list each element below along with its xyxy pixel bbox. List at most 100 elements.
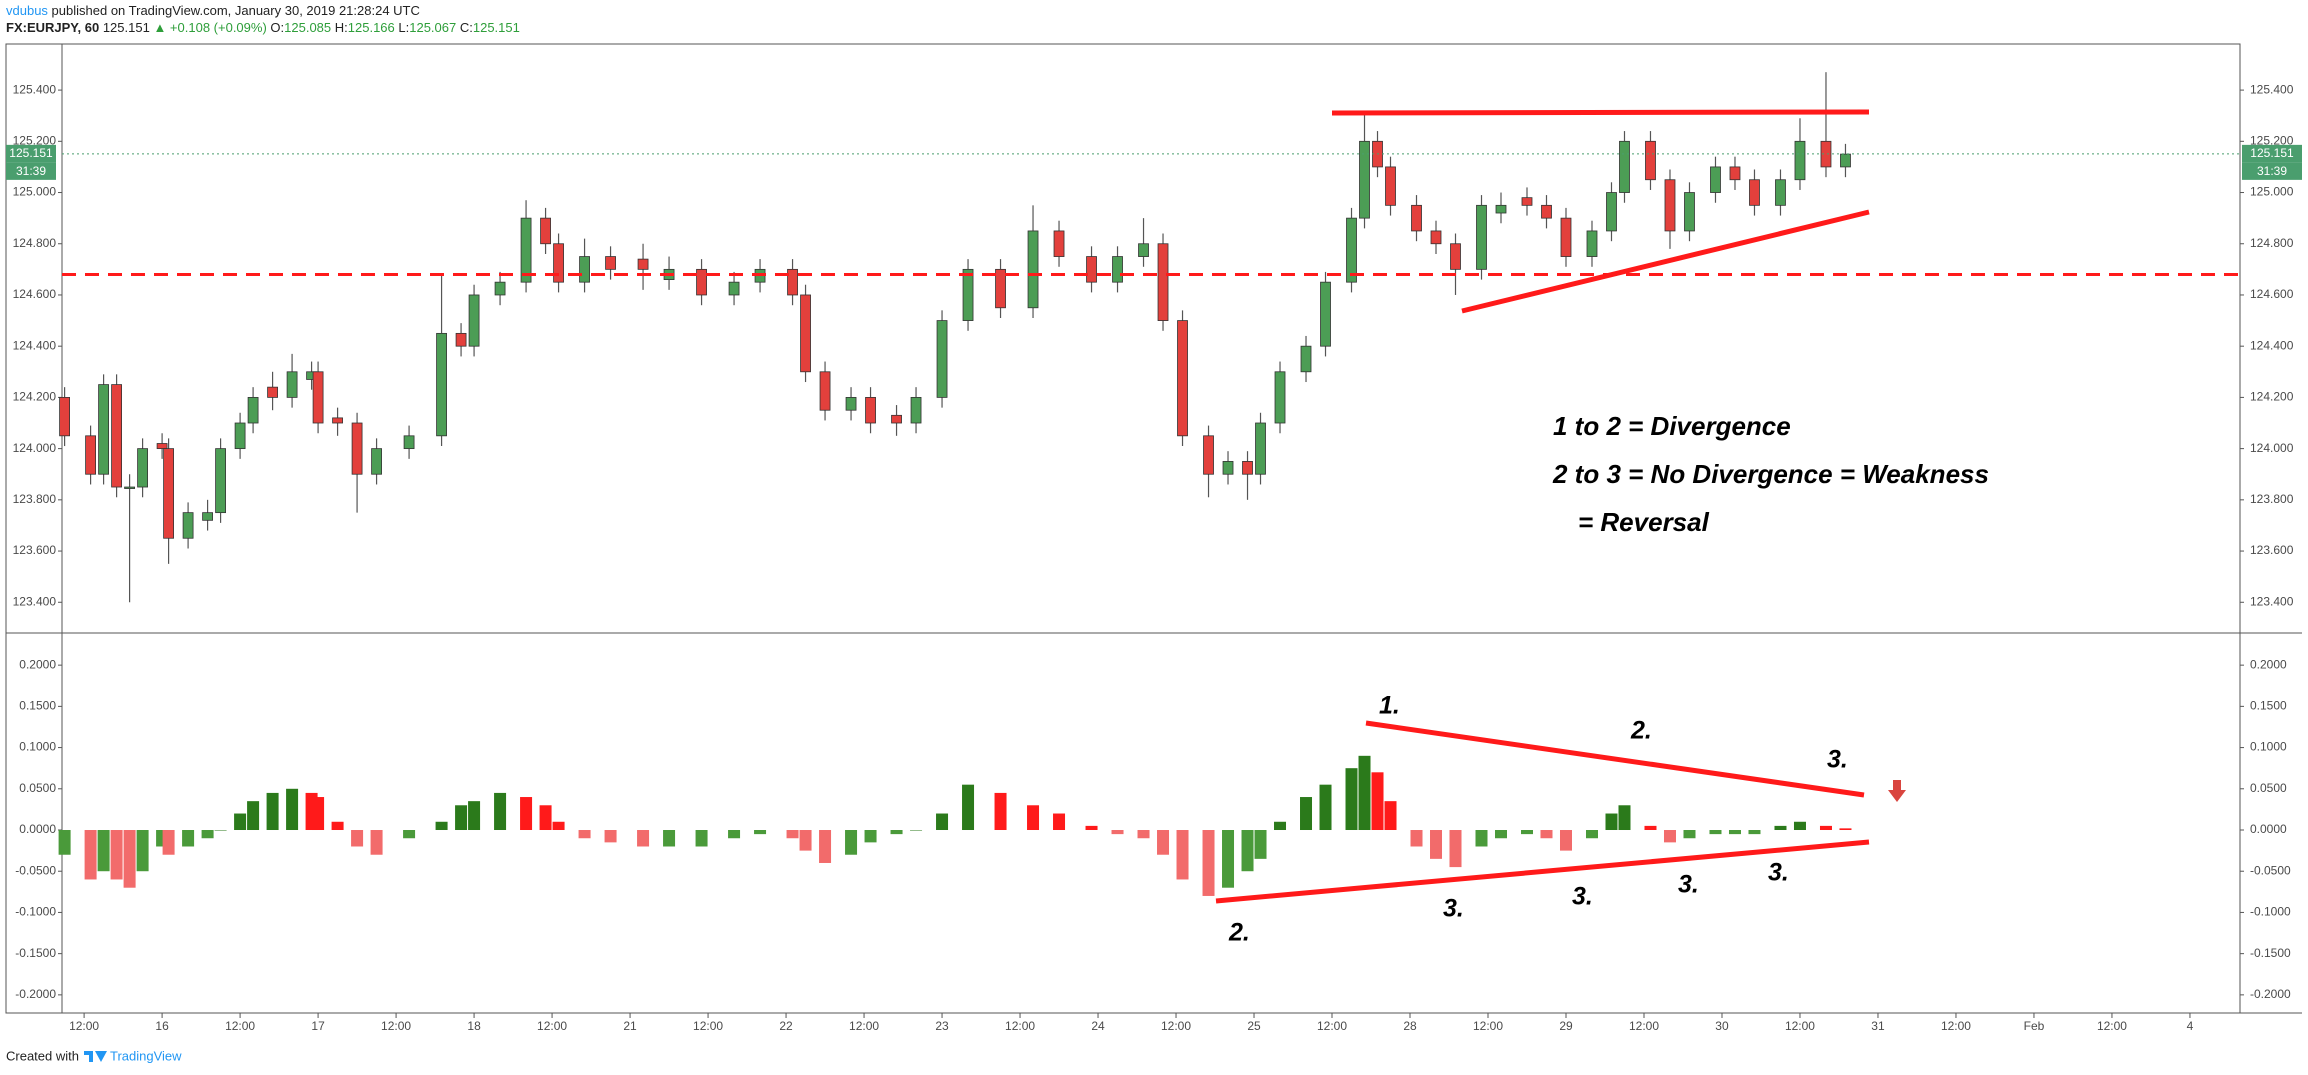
y-tick-label: 125.000: [13, 185, 57, 199]
histogram-bar: [962, 784, 975, 831]
histogram-bar: [1495, 830, 1508, 839]
countdown-label: 31:39: [16, 164, 46, 178]
y-tick-label: 124.400: [13, 338, 57, 352]
histogram-bottom-line[interactable]: [1215, 839, 1870, 904]
y-tick-label: 125.400: [2250, 82, 2294, 96]
candle-body: [1560, 217, 1572, 257]
footer-brand[interactable]: TradingView: [110, 1048, 182, 1063]
price-tag-label: 125.151: [9, 146, 53, 160]
down-arrow-icon[interactable]: [1888, 780, 1906, 802]
histogram-bar: [845, 830, 858, 855]
histogram-bar: [1748, 830, 1761, 835]
candle-body: [1222, 461, 1234, 475]
candle-body: [1749, 179, 1760, 206]
histogram-bar: [201, 830, 214, 839]
x-tick-label: 12:00: [1005, 1019, 1035, 1033]
candle-body: [403, 435, 415, 450]
candle-body: [1027, 230, 1039, 309]
histogram-bar: [97, 830, 110, 872]
y-tick-label: 123.800: [13, 492, 57, 506]
y-tick-label: -0.1000: [15, 905, 56, 919]
y-tick-label: 123.600: [2250, 543, 2294, 557]
candle-body: [1320, 281, 1331, 347]
candle-body: [156, 443, 168, 450]
resistance-line[interactable]: [1331, 109, 1870, 116]
histogram-bar: [799, 830, 812, 851]
ohlc-label: C:: [460, 20, 473, 35]
ohlc-label: O:: [270, 20, 284, 35]
ohlc-value: 125.151: [473, 20, 520, 35]
y-tick-label: -0.2000: [2250, 987, 2291, 1001]
rising-trend-line[interactable]: [1461, 209, 1870, 314]
candle-body: [371, 448, 382, 475]
ohlc-value: 125.085: [284, 20, 331, 35]
y-tick-label: -0.1500: [2250, 946, 2291, 960]
histogram-bar: [1300, 797, 1313, 831]
histogram-bar: [890, 830, 903, 835]
histogram-bar: [468, 801, 481, 831]
x-tick-label: 22: [779, 1019, 793, 1033]
candle-body: [891, 414, 902, 424]
countdown-label: 31:39: [2257, 164, 2287, 178]
histogram-bar: [1430, 830, 1443, 859]
frame: [5, 43, 2241, 1014]
author[interactable]: vdubus: [6, 3, 48, 18]
histogram-bar: [910, 830, 923, 831]
candle-body: [1495, 204, 1507, 214]
histogram-bar: [1254, 830, 1267, 859]
histogram-bar: [351, 830, 364, 847]
candle-body: [1346, 217, 1357, 283]
label: 3.: [1678, 871, 1699, 899]
candle-body: [455, 332, 467, 347]
candle-body: [163, 448, 174, 539]
candle-body: [1112, 256, 1123, 283]
candle-body: [865, 396, 876, 424]
x-tick-label: 25: [1247, 1019, 1261, 1033]
histogram-top-line[interactable]: [1365, 720, 1865, 798]
label: 2.: [1630, 717, 1652, 745]
price-tag: [2242, 144, 2302, 163]
y-tick-label: 125.000: [2250, 185, 2294, 199]
candle-body: [962, 268, 974, 321]
histogram-bar: [1384, 801, 1397, 831]
y-tick-label: 0.0500: [19, 781, 56, 795]
candle-body: [234, 422, 246, 450]
histogram-bar: [1319, 784, 1332, 831]
histogram-bar: [1520, 830, 1533, 835]
tradingview-logo[interactable]: [84, 1051, 107, 1062]
price: 125.151: [103, 20, 150, 35]
y-tick-label: 125.200: [2250, 133, 2294, 147]
histogram-bar: [1202, 830, 1215, 896]
candle-body: [1820, 140, 1832, 168]
histogram-bar: [435, 821, 448, 831]
x-tick-label: 28: [1403, 1019, 1417, 1033]
y-tick-label: 0.1000: [2250, 740, 2287, 754]
histogram-bar: [312, 797, 325, 831]
candle-body: [1138, 243, 1149, 257]
histogram-bar: [1793, 821, 1806, 831]
y-tick-label: 0.0500: [2250, 781, 2287, 795]
y-tick-label: 123.600: [13, 543, 57, 557]
y-tick-label: 124.200: [2250, 390, 2294, 404]
histogram-bar: [578, 830, 591, 839]
x-tick-label: 24: [1091, 1019, 1105, 1033]
candle-body: [1586, 230, 1598, 257]
histogram-bar: [110, 830, 123, 880]
histogram-bar: [1449, 830, 1462, 868]
histogram-bar: [1241, 830, 1254, 872]
histogram-bar: [1358, 755, 1371, 831]
candle-body: [267, 386, 278, 398]
histogram-bar: [84, 830, 97, 880]
histogram-bar: [1085, 825, 1098, 831]
histogram-bar: [1345, 768, 1358, 831]
label: 3.: [1443, 895, 1464, 923]
histogram-bar: [1053, 813, 1066, 831]
x-tick-label: 12:00: [381, 1019, 411, 1033]
x-tick-label: 12:00: [225, 1019, 255, 1033]
candle-body: [98, 384, 109, 475]
candle-body: [696, 268, 707, 296]
histogram-bar: [1644, 825, 1657, 831]
x-tick-label: 16: [155, 1019, 169, 1033]
candle-body: [1729, 166, 1741, 181]
histogram-bar: [1709, 830, 1722, 835]
